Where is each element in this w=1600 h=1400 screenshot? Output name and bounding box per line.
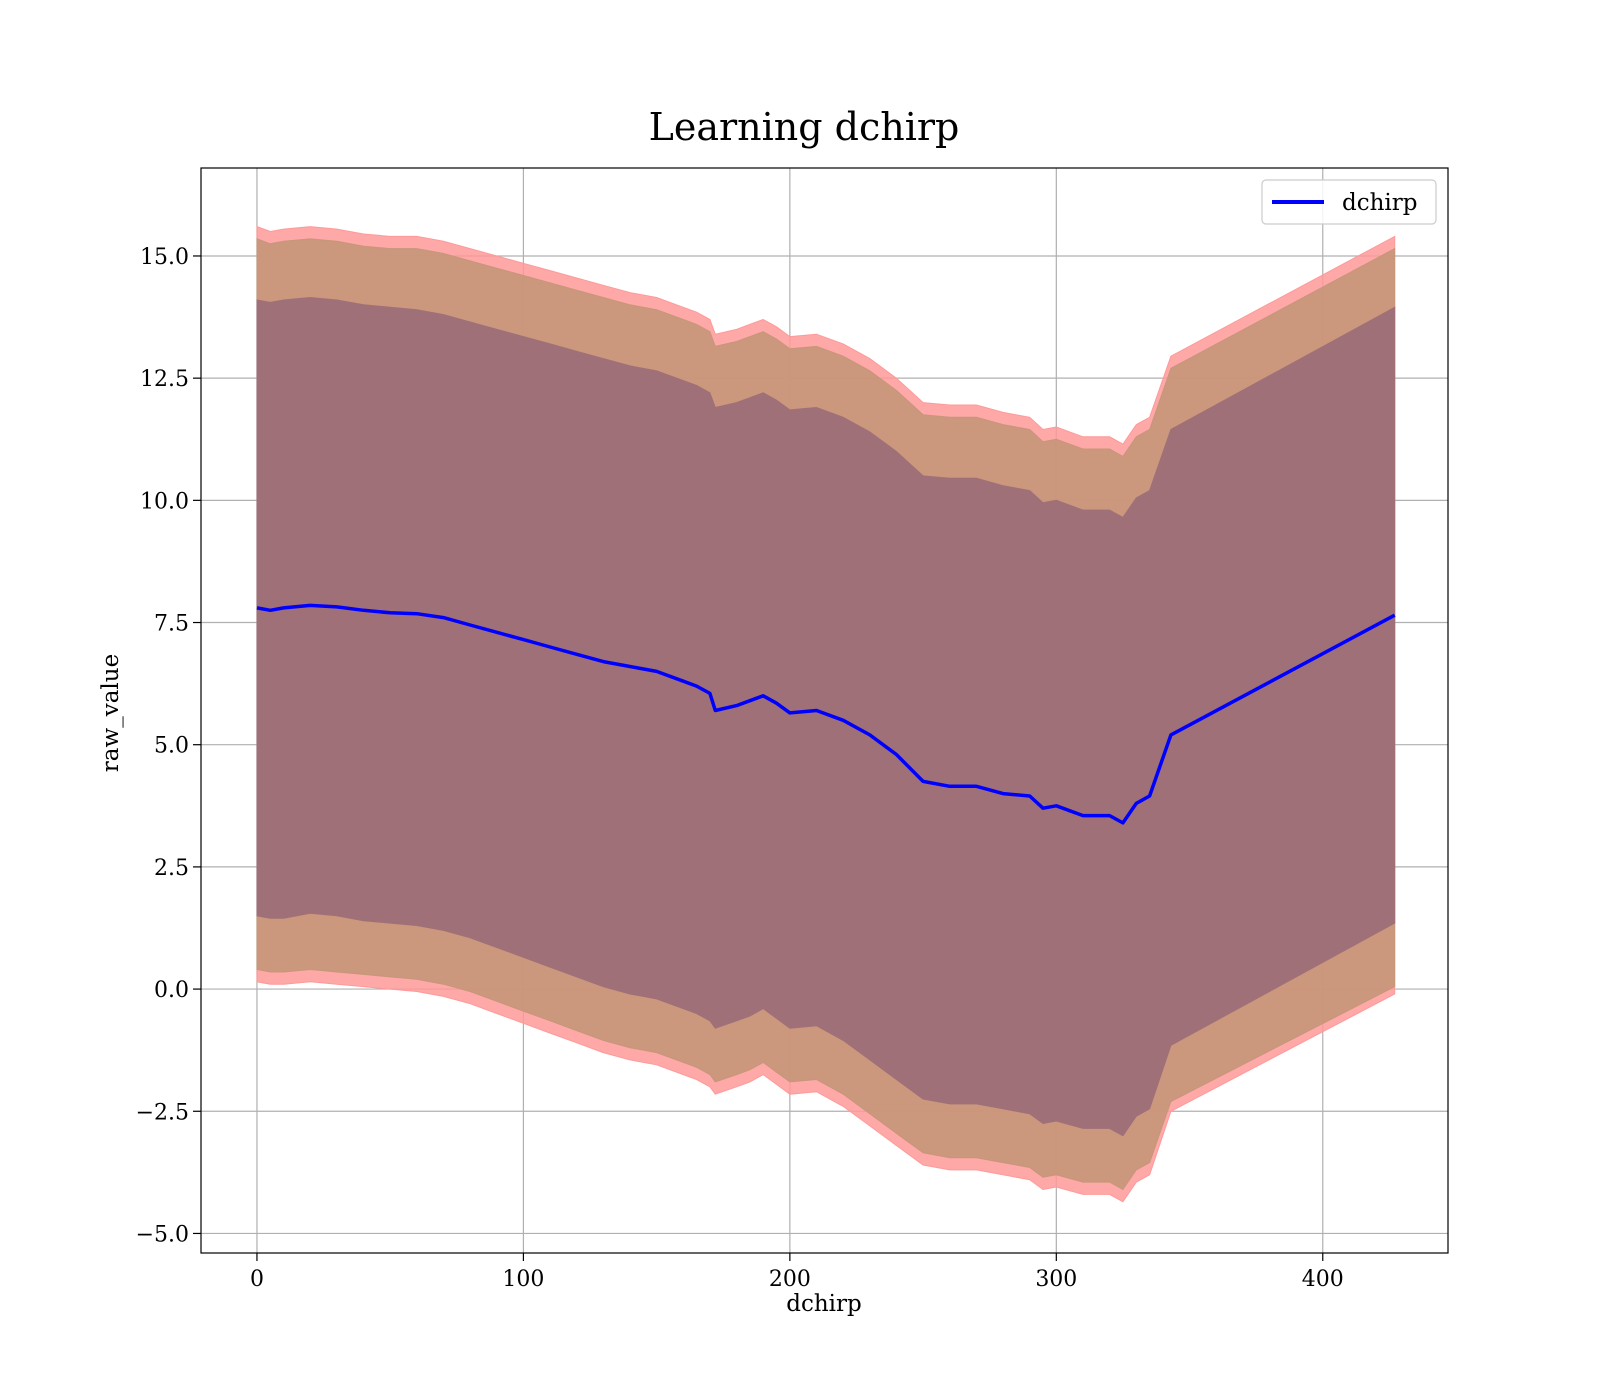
legend-box: [1261, 179, 1437, 225]
series-lines: [256, 603, 1396, 825]
x-tick-label: 0: [250, 1267, 264, 1292]
series-line-dchirp: [256, 603, 1396, 825]
legend: dchirp: [1261, 179, 1437, 225]
x-tick-label: 300: [1035, 1267, 1077, 1292]
y-axis-label: raw_value: [98, 654, 124, 772]
y-tick-label: 12.5: [140, 367, 189, 392]
y-tick-label: −2.5: [136, 1100, 189, 1125]
band-inner: [256, 296, 1396, 1137]
y-tick-label: 15.0: [140, 245, 189, 270]
y-axis-ticks: −5.0 −2.5 0.0 2.5 5.0 7.5 10.0 12.5 15.0: [136, 245, 201, 1247]
chart-title: Learning dchirp: [649, 105, 960, 149]
y-tick-label: 7.5: [154, 612, 189, 637]
y-tick-label: 2.5: [154, 856, 189, 881]
y-tick-label: −5.0: [136, 1222, 189, 1247]
plot-frame: [200, 167, 1449, 1254]
x-tick-label: 100: [502, 1267, 544, 1292]
y-tick-label: 10.0: [140, 489, 189, 514]
x-tick-label: 400: [1302, 1267, 1344, 1292]
legend-label-dchirp: dchirp: [1342, 190, 1418, 216]
y-tick-label: 5.0: [154, 734, 189, 759]
y-tick-label: 0.0: [154, 978, 189, 1003]
x-tick-label: 200: [769, 1267, 811, 1292]
x-axis-label: dchirp: [786, 1291, 862, 1317]
x-axis-ticks: 0 100 200 300 400: [250, 1253, 1344, 1292]
